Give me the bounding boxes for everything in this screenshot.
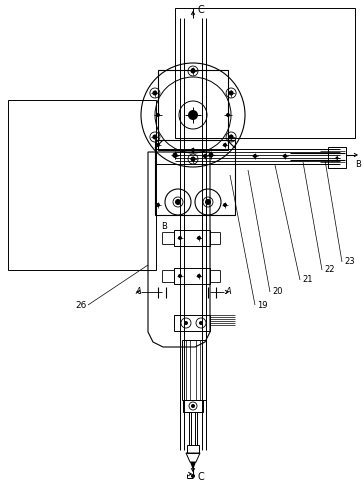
Text: A: A <box>225 288 231 297</box>
Circle shape <box>229 91 234 96</box>
Circle shape <box>173 154 177 158</box>
Polygon shape <box>190 462 196 470</box>
Text: 19: 19 <box>257 300 268 309</box>
Circle shape <box>153 135 157 140</box>
Circle shape <box>203 197 213 207</box>
Circle shape <box>175 199 181 205</box>
Circle shape <box>205 199 211 205</box>
Circle shape <box>203 154 207 158</box>
Circle shape <box>191 474 195 478</box>
Bar <box>8 100 156 270</box>
Circle shape <box>190 156 195 161</box>
Bar <box>328 147 346 168</box>
Circle shape <box>184 321 188 325</box>
Circle shape <box>153 91 157 96</box>
Circle shape <box>173 197 183 207</box>
Circle shape <box>188 110 198 120</box>
Circle shape <box>156 113 160 117</box>
Bar <box>174 315 210 331</box>
Bar <box>183 400 203 412</box>
Bar <box>155 140 235 215</box>
Text: 22: 22 <box>324 265 335 275</box>
Circle shape <box>191 404 195 408</box>
Circle shape <box>197 274 201 278</box>
Circle shape <box>190 68 195 73</box>
Bar <box>175 8 355 138</box>
Circle shape <box>226 113 230 117</box>
Text: B: B <box>355 160 361 169</box>
Circle shape <box>191 148 195 152</box>
Circle shape <box>336 156 339 159</box>
Text: 21: 21 <box>302 276 313 285</box>
Circle shape <box>223 143 227 147</box>
Circle shape <box>173 152 178 157</box>
Circle shape <box>229 135 234 140</box>
Circle shape <box>178 236 182 240</box>
Circle shape <box>178 274 182 278</box>
Text: 26: 26 <box>75 300 86 309</box>
Bar <box>174 230 210 246</box>
Text: C: C <box>197 472 204 482</box>
Bar <box>158 70 228 150</box>
Text: A: A <box>135 288 141 297</box>
Bar <box>182 340 206 400</box>
Circle shape <box>253 154 257 158</box>
Text: 20: 20 <box>272 288 282 297</box>
Text: 23: 23 <box>344 257 355 266</box>
Circle shape <box>283 154 287 158</box>
Circle shape <box>156 143 160 147</box>
Circle shape <box>156 203 160 207</box>
Circle shape <box>197 236 201 240</box>
Circle shape <box>223 203 227 207</box>
Text: B: B <box>161 222 167 231</box>
Circle shape <box>199 321 203 325</box>
Text: C: C <box>197 5 204 15</box>
Circle shape <box>209 152 214 157</box>
Circle shape <box>191 68 195 72</box>
Bar <box>187 445 199 453</box>
Bar <box>174 268 210 284</box>
